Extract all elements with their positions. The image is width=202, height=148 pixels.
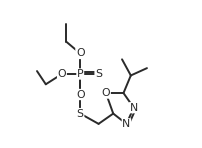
Text: N: N (122, 119, 130, 129)
Text: O: O (101, 88, 110, 98)
Text: N: N (129, 103, 137, 113)
Text: P: P (77, 69, 83, 79)
Text: O: O (76, 90, 84, 99)
Text: S: S (76, 109, 83, 119)
Text: O: O (76, 49, 84, 58)
Text: S: S (95, 69, 102, 79)
Text: O: O (57, 69, 66, 79)
